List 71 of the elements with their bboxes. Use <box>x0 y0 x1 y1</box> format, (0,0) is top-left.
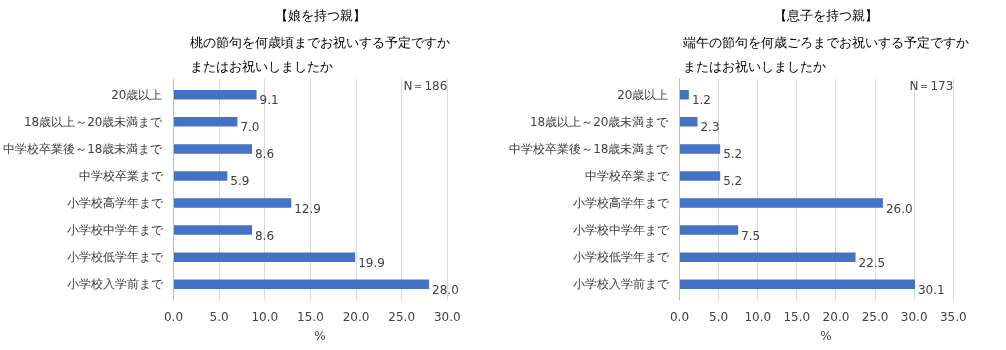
y-tick-label: 小学校高学年まで <box>66 196 164 211</box>
data-label: 7.0 <box>240 120 260 135</box>
annotation: N＝186 <box>403 78 448 93</box>
data-label: 1.2 <box>691 93 711 108</box>
bar <box>173 90 257 100</box>
x-tick-label: 15.0 <box>783 309 811 324</box>
data-label: 8.6 <box>255 147 275 162</box>
bar <box>679 117 698 127</box>
bar <box>173 252 356 262</box>
x-tick-label: 25.0 <box>861 309 889 324</box>
x-axis-title: % <box>820 328 832 343</box>
x-tick-label: 30.0 <box>900 309 928 324</box>
y-tick-label: 中学校卒業まで <box>584 168 670 183</box>
y-tick-label: 18歳以上～20歳未満まで <box>23 114 164 129</box>
annotation: N＝173 <box>909 78 954 93</box>
x-tick-label: 15.0 <box>297 309 324 324</box>
x-axis-title: % <box>314 328 326 343</box>
x-tick-label: 10.0 <box>744 309 772 324</box>
data-label: 9.1 <box>259 93 279 108</box>
bar <box>173 198 292 208</box>
x-tick-label: 5.0 <box>709 309 729 324</box>
bar <box>679 252 856 262</box>
data-label: 2.3 <box>700 120 720 135</box>
x-tick-label: 0.0 <box>669 309 690 324</box>
y-tick-label: 小学校入学前まで <box>572 277 670 292</box>
y-tick-label: 中学校卒業後～18歳未満まで <box>509 141 670 156</box>
x-tick-label: 20.0 <box>342 309 370 324</box>
x-tick-label: 5.0 <box>209 309 229 324</box>
y-tick-label: 小学校高学年まで <box>572 196 670 211</box>
chart-title: 【息子を持つ親】 <box>774 7 878 23</box>
y-tick-label: 小学校中学年まで <box>572 223 670 238</box>
x-tick-label: 0.0 <box>163 309 184 324</box>
bar <box>173 117 238 127</box>
chart-title: 【娘を持つ親】 <box>274 7 366 23</box>
y-tick-label: 小学校入学前まで <box>66 277 164 292</box>
data-label: 26.0 <box>885 201 913 216</box>
y-tick-label: 20歳以上 <box>617 87 669 102</box>
y-tick-label: 中学校卒業後～18歳未満まで <box>3 141 164 156</box>
data-label: 5.2 <box>723 174 743 189</box>
bar <box>173 279 430 289</box>
y-tick-label: 20歳以上 <box>111 87 163 102</box>
bar <box>679 198 883 208</box>
bar <box>679 225 739 235</box>
y-tick-label: 中学校卒業まで <box>78 168 164 183</box>
data-label: 5.2 <box>723 147 743 162</box>
data-label: 5.9 <box>230 174 250 189</box>
bar <box>173 171 228 181</box>
x-tick-label: 25.0 <box>388 309 416 324</box>
data-label: 19.9 <box>358 255 385 270</box>
data-label: 8.6 <box>255 228 275 243</box>
bar <box>679 171 721 181</box>
y-tick-label: 小学校中学年まで <box>66 223 164 238</box>
y-tick-label: 小学校低学年まで <box>572 250 670 265</box>
x-tick-label: 35.0 <box>939 309 967 324</box>
bar <box>173 225 252 235</box>
bar <box>173 144 252 154</box>
bar <box>679 144 721 154</box>
bar <box>679 279 915 289</box>
data-label: 30.1 <box>918 282 945 297</box>
x-tick-label: 30.0 <box>433 309 461 324</box>
data-label: 22.5 <box>858 255 886 270</box>
y-tick-label: 小学校低学年まで <box>66 250 164 265</box>
x-tick-label: 10.0 <box>251 309 279 324</box>
data-label: 12.9 <box>294 201 321 216</box>
y-tick-label: 18歳以上～20歳未満まで <box>529 114 670 129</box>
chart-subtitle: 桃の節句を何歳頃までお祝いする予定ですかまたはお祝いしましたか <box>190 34 450 74</box>
data-label: 7.5 <box>741 228 761 243</box>
x-tick-label: 20.0 <box>822 309 850 324</box>
bar <box>679 90 689 100</box>
data-label: 28.0 <box>432 282 459 297</box>
chart-subtitle: 端午の節句を何歳ごろまでお祝いする予定ですかまたはお祝いしましたか <box>683 34 969 74</box>
